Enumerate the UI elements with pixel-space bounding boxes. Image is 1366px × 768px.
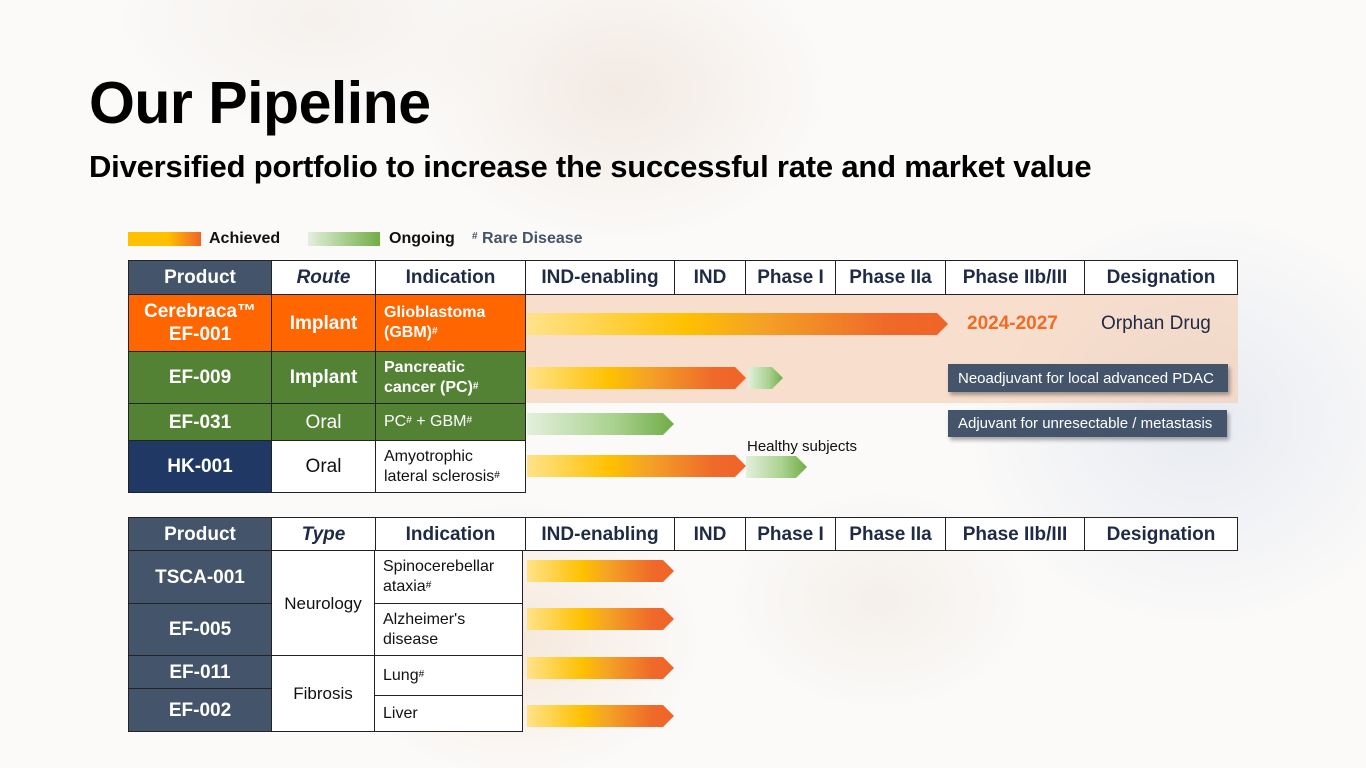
healthy-subjects-note: Healthy subjects: [747, 438, 858, 455]
col-header-phase-1: Phase I: [745, 260, 836, 295]
indication-line: cancer (PC)#: [384, 378, 478, 398]
rare-mark: #: [472, 231, 478, 242]
indication-text: PC: [384, 413, 407, 430]
col-header-phase-1: Phase I: [745, 517, 836, 551]
indication-cell: Glioblastoma (GBM)#: [375, 294, 526, 352]
product-cell-ef-002: EF-002: [128, 688, 272, 732]
indication-cell: Spinocerebellar ataxia#: [374, 550, 523, 604]
indication-cell: Amyotrophic lateral sclerosis#: [375, 440, 526, 493]
rare-mark: #: [466, 415, 473, 426]
rare-mark: #: [406, 415, 412, 426]
legend-rare-disease: # Rare Disease: [472, 229, 583, 249]
legend-ongoing-label: Ongoing: [389, 230, 455, 247]
rare-mark: #: [431, 326, 438, 337]
col-header-ind: IND: [674, 517, 746, 551]
progress-bar-achieved-ef-005: [527, 608, 674, 630]
progress-bar-achieved-ef-009: [527, 367, 746, 389]
indication-line: disease: [383, 630, 439, 648]
product-cell-ef-011: EF-011: [128, 655, 272, 689]
col-header-phase-2b-3: Phase IIb/III: [945, 260, 1085, 295]
indication-line: Pancreatic: [384, 358, 465, 376]
progress-bar-achieved-tsca-001: [527, 560, 674, 582]
col-header-ind-enabling: IND-enabling: [525, 260, 675, 295]
route-cell: Oral: [271, 403, 376, 441]
progress-bar-ongoing-ef-031: [527, 413, 674, 435]
route-cell: Implant: [271, 351, 376, 404]
col-header-designation: Designation: [1084, 517, 1238, 551]
indication-cell: PC # + GBM #: [375, 403, 526, 441]
legend-achieved-label: Achieved: [209, 230, 281, 247]
callout-neoadjuvant: Neoadjuvant for local advanced PDAC: [948, 364, 1228, 392]
callout-adjuvant: Adjuvant for unresectable / metastasis: [948, 410, 1227, 437]
route-cell: Implant: [271, 294, 376, 352]
indication-line: Glioblastoma: [384, 304, 486, 321]
timeline-label: 2024-2027: [967, 313, 1058, 334]
product-code: EF-001: [168, 324, 232, 345]
type-cell-neurology: Neurology: [271, 550, 375, 656]
designation-label: Orphan Drug: [1101, 313, 1211, 334]
indication-line: lateral sclerosis#: [384, 467, 500, 487]
product-cell-ef-009: EF-009: [128, 351, 272, 404]
progress-bar-ongoing-ef-009: [748, 367, 783, 389]
col-header-phase-2a: Phase IIa: [835, 260, 946, 295]
col-header-phase-2b-3: Phase IIb/III: [945, 517, 1085, 551]
col-header-product: Product: [128, 517, 272, 551]
indication-text: + GBM: [411, 413, 467, 430]
product-cell-ef-001: Cerebraca™ EF-001: [128, 294, 272, 352]
col-header-product: Product: [128, 260, 272, 295]
rare-mark: #: [494, 469, 500, 481]
indication-text: ataxia: [383, 578, 426, 595]
product-name: Cerebraca™: [144, 301, 256, 322]
rare-mark: #: [472, 380, 479, 392]
col-header-indication: Indication: [375, 260, 526, 295]
product-cell-ef-005: EF-005: [128, 603, 272, 656]
legend-ongoing-swatch: [308, 232, 380, 246]
indication-text: cancer (PC): [384, 378, 473, 396]
legend-achieved-swatch: [128, 232, 201, 246]
product-cell-tsca-001: TSCA-001: [128, 550, 272, 604]
progress-bar-achieved-hk-001: [527, 455, 746, 477]
col-header-route: Route: [271, 260, 376, 295]
indication-line: Spinocerebellar: [383, 558, 495, 575]
indication-text: (GBM): [384, 324, 432, 341]
rare-mark: #: [418, 668, 425, 680]
indication-text: lateral sclerosis: [384, 467, 495, 485]
progress-bar-achieved-ef-002: [527, 705, 674, 727]
col-header-designation: Designation: [1084, 260, 1238, 295]
col-header-indication: Indication: [375, 517, 526, 551]
page-subtitle: Diversified portfolio to increase the su…: [89, 149, 1092, 184]
product-cell-ef-031: EF-031: [128, 403, 272, 441]
indication-cell: Liver: [374, 695, 523, 732]
indication-line: (GBM)#: [384, 323, 438, 343]
indication-text: Lung: [383, 666, 419, 684]
progress-bar-ongoing-hk-001: [746, 456, 807, 478]
col-header-phase-2a: Phase IIa: [835, 517, 946, 551]
indication-line: Amyotrophic: [384, 447, 473, 465]
progress-bar-achieved-ef-001: [527, 313, 948, 335]
legend-rare-label: Rare Disease: [482, 230, 583, 247]
col-header-ind: IND: [674, 260, 746, 295]
indication-cell: Lung #: [374, 655, 523, 696]
product-cell-hk-001: HK-001: [128, 440, 272, 493]
page-title: Our Pipeline: [89, 70, 431, 136]
type-cell-fibrosis: Fibrosis: [271, 655, 375, 732]
indication-cell: Pancreatic cancer (PC)#: [375, 351, 526, 404]
indication-line: Alzheimer's: [383, 610, 466, 628]
indication-line: ataxia#: [383, 577, 431, 597]
indication-cell: Alzheimer's disease: [374, 603, 523, 656]
indication-text: Liver: [383, 704, 418, 722]
route-cell: Oral: [271, 440, 376, 493]
progress-bar-achieved-ef-011: [527, 657, 674, 679]
col-header-type: Type: [271, 517, 376, 551]
rare-mark: #: [425, 580, 432, 591]
col-header-ind-enabling: IND-enabling: [525, 517, 675, 551]
